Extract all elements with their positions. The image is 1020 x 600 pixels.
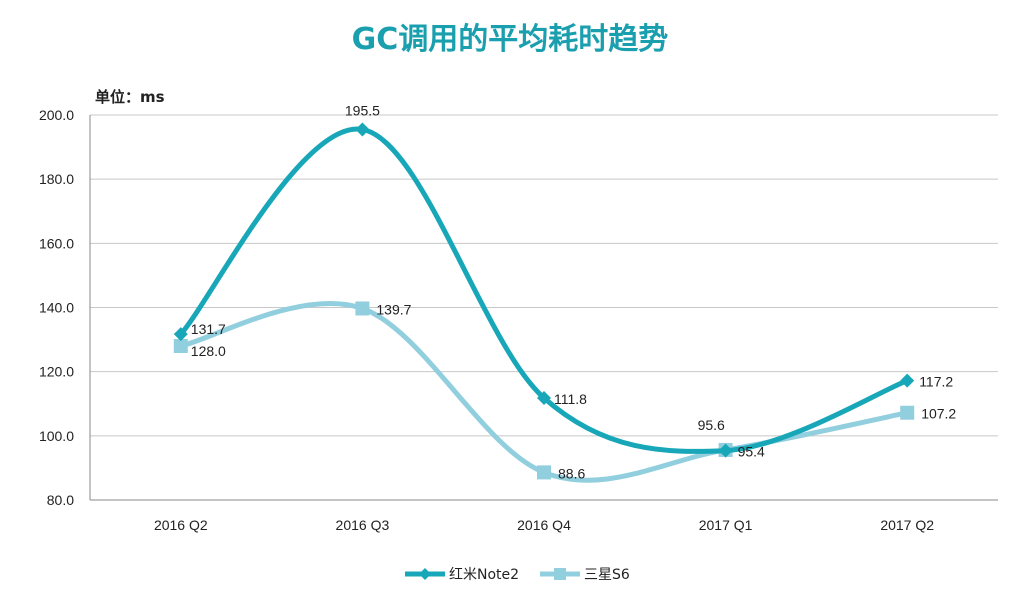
x-tick-label: 2017 Q1 [699,517,753,533]
data-point-square [537,465,551,480]
unit-label: 单位：ms [95,88,165,106]
data-point-square [173,339,188,353]
data-label: 131.7 [191,321,226,337]
data-point-square [900,405,915,420]
data-label: 111.8 [554,391,587,407]
series-line-1 [178,126,910,454]
series-lines [173,122,915,483]
axes: 80.0 100.0 120.0 140.0 160.0 180.0 200.0 2016 Q… [39,107,934,533]
data-label: 95.6 [698,417,725,433]
legend-label: 红米Note2 [449,567,519,583]
data-point-diamond [355,122,370,137]
data-label: 88.6 [558,465,585,481]
x-tick-label: 2017 Q2 [880,517,934,533]
data-label: 195.5 [345,102,380,118]
x-tick-label: 2016 Q4 [517,517,571,533]
y-tick-label: 160.0 [39,235,74,251]
y-tick-label: 80.0 [47,492,74,508]
data-label: 139.7 [376,301,411,317]
data-point-diamond [537,390,551,405]
data-label: 117.2 [919,374,953,390]
legend-label: 三星S6 [584,567,630,583]
data-label: 107.2 [921,406,956,422]
data-point-diamond [900,373,915,388]
legend-marker-diamond [419,568,431,580]
y-tick-label: 120.0 [39,364,74,380]
data-point-square [355,301,370,316]
x-tick-label: 2016 Q3 [336,517,390,533]
chart-title: GC调用的平均耗时趋势 [351,22,669,57]
grid-lines [90,114,998,501]
y-tick-label: 100.0 [39,428,74,444]
legend: 红米Note2 三星S6 [405,567,630,583]
y-tick-label: 140.0 [39,300,74,316]
data-label: 128.0 [191,343,226,359]
x-tick-label: 2016 Q2 [154,517,208,533]
data-labels: 131.7 195.5 111.8 95.4 117.2 128.0 139.7 88.6 95… [191,102,957,481]
y-tick-label: 200.0 [39,107,74,123]
y-tick-label: 180.0 [39,171,74,187]
data-label: 95.4 [738,444,765,460]
legend-marker-square [554,568,566,580]
data-point-diamond [718,443,733,458]
data-point-diamond [173,327,188,342]
